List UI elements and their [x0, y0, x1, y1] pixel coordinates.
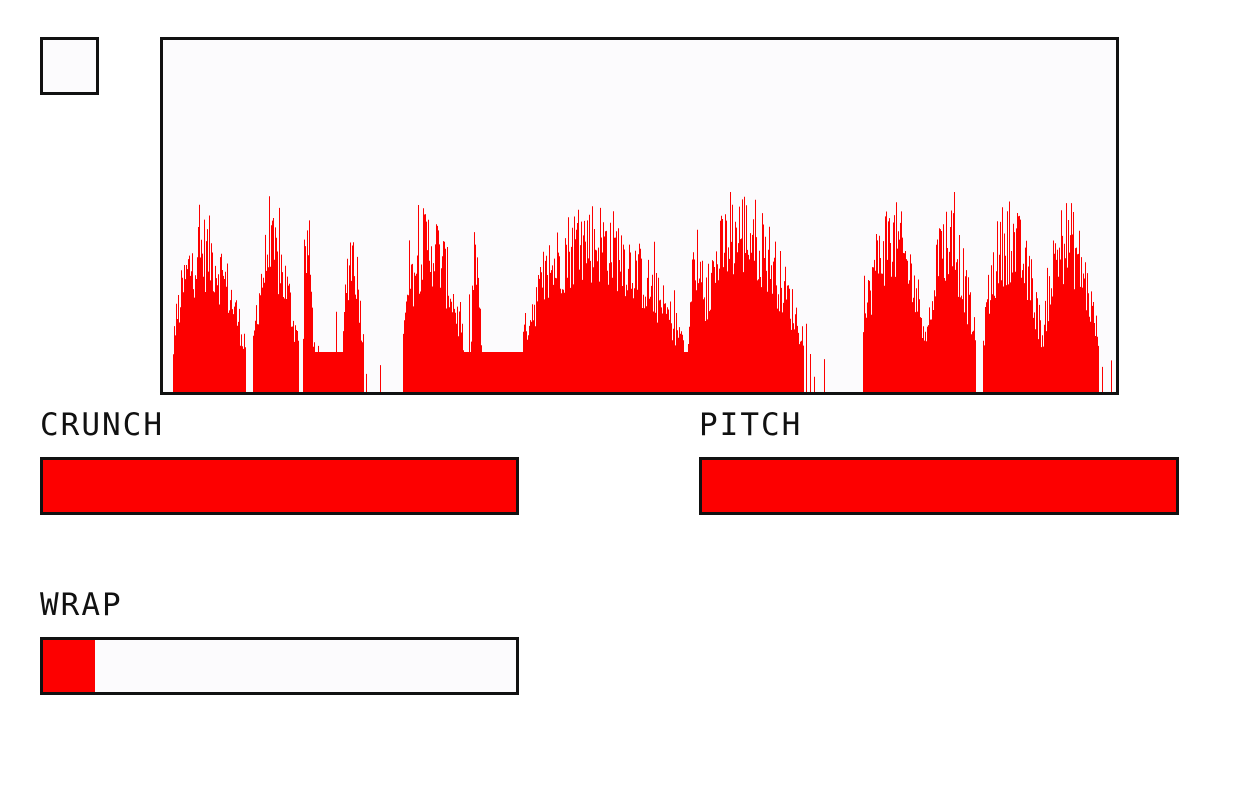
waveform-fill [163, 192, 1116, 392]
wrap-slider-fill [43, 640, 96, 692]
pitch-label: PITCH [699, 407, 803, 443]
crunch-label: CRUNCH [40, 407, 164, 443]
wrap-label: WRAP [40, 587, 123, 623]
wrap-slider[interactable] [40, 637, 519, 695]
pitch-slider-fill [702, 460, 1176, 512]
waveform-display [160, 37, 1119, 395]
crunch-slider[interactable] [40, 457, 519, 515]
waveform-graph [163, 192, 1116, 392]
toggle-checkbox[interactable] [40, 37, 99, 95]
crunch-slider-fill [43, 460, 516, 512]
pitch-slider[interactable] [699, 457, 1179, 515]
